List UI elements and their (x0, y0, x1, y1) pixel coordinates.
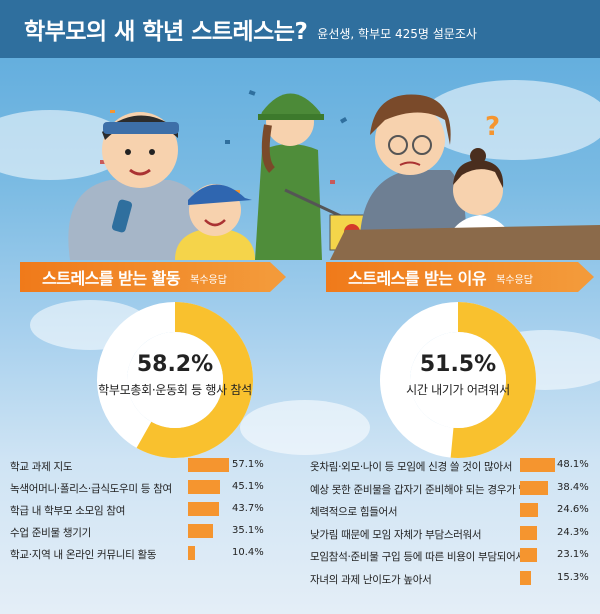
bar-label: 학교 과제 지도 (10, 461, 73, 473)
bar (188, 524, 214, 538)
bar (520, 458, 555, 472)
bar-label: 모임참석·준비물 구입 등에 따른 비용이 부담되어서 (310, 551, 525, 563)
bar-value-label: 35.1% (232, 525, 264, 536)
reason-donut-description: 시간 내기가 어려워서 (406, 383, 510, 397)
bar-label: 학교·지역 내 온라인 커뮤니티 활동 (10, 549, 157, 561)
bar (188, 480, 221, 494)
bar-label: 자녀의 과제 난이도가 높아서 (310, 573, 432, 586)
activity-donut-percent: 58.2% (136, 352, 214, 377)
bar-label: 낮가림 때문에 모임 자체가 부담스러워서 (310, 528, 482, 541)
reason-banner: 스트레스를 받는 이유 복수응답 (326, 262, 594, 292)
reason-banner-label: 스트레스를 받는 이유 (348, 269, 487, 288)
bar (520, 548, 537, 562)
bar (188, 546, 196, 560)
bar-value-label: 15.3% (557, 571, 589, 583)
bar (520, 503, 538, 517)
header-bar: 학부모의 새 학년 스트레스는? 윤선생, 학부모 425명 설문조사 (0, 0, 600, 58)
bar-value-label: 57.1% (232, 459, 264, 470)
bar-label: 예상 못한 준비물을 갑자기 준비해야 되는 경우가 많아서 (310, 483, 547, 496)
svg-text:?: ? (485, 112, 500, 142)
bar-value-label: 23.1% (557, 549, 589, 560)
bar (188, 458, 230, 472)
father-figure (68, 112, 211, 260)
desk-shape (330, 225, 600, 260)
activity-donut-description: 학부모총회·운동회 등 행사 참석 (98, 383, 252, 397)
reason-donut-arc (450, 302, 536, 458)
activity-donut-hole (127, 332, 223, 428)
bar-value-label: 45.1% (232, 481, 264, 492)
bar (520, 525, 538, 540)
bar-label: 녹색어머니·폴리스·급식도우미 등 참여 (10, 483, 172, 495)
reason-banner-note: 복수응답 (496, 275, 533, 286)
page-subtitle: 윤선생, 학부모 425명 설문조사 (317, 26, 477, 41)
page-title: 학부모의 새 학년 스트레스는? (24, 19, 308, 45)
activity-banner-label: 스트레스를 받는 활동 (42, 269, 181, 288)
activity-donut (97, 302, 253, 458)
bar-value-label: 43.7% (232, 503, 264, 514)
bar-value-label: 38.4% (557, 481, 589, 493)
reason-donut-hole (410, 332, 506, 428)
bar-value-label: 24.3% (557, 526, 589, 538)
bar-label: 수업 준비물 챙기기 (10, 527, 91, 539)
cloud-decoration (420, 80, 600, 160)
activity-banner: 스트레스를 받는 활동 복수응답 (20, 262, 286, 292)
activity-donut-arc (136, 302, 253, 458)
bar (520, 480, 548, 495)
reason-donut (380, 302, 536, 458)
cloud-decoration (240, 400, 370, 455)
bar-label: 옷차림·외모·나이 등 모임에 신경 쓸 것이 많아서 (310, 461, 513, 473)
parents-illustration: ? (68, 90, 600, 260)
confetti-decoration (100, 90, 348, 193)
activity-donut-center: 58.2% 학부모총회·운동회 등 행사 참석 (65, 352, 285, 398)
reason-donut-center: 51.5% 시간 내기가 어려워서 (348, 352, 568, 398)
reason-donut-percent: 51.5% (419, 352, 497, 377)
bar (520, 570, 532, 585)
bar (188, 502, 220, 516)
bar-value-label: 48.1% (557, 459, 589, 470)
bar-value-label: 24.6% (557, 504, 589, 515)
child-figure (175, 184, 255, 260)
bar-label: 학급 내 학부모 소모임 참여 (10, 505, 126, 517)
activity-banner-note: 복수응답 (190, 275, 227, 286)
bar-label: 체력적으로 힘들어서 (310, 506, 398, 518)
bar-value-label: 10.4% (232, 547, 264, 558)
